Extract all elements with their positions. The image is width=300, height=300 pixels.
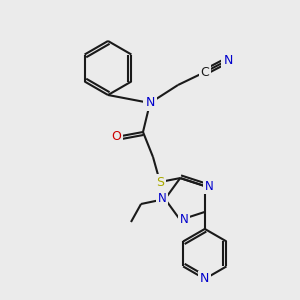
Text: N: N (180, 213, 189, 226)
Text: O: O (111, 130, 121, 143)
Text: C: C (201, 65, 209, 79)
Text: S: S (156, 176, 164, 188)
Text: N: N (204, 180, 213, 193)
Text: N: N (158, 193, 166, 206)
Text: N: N (200, 272, 209, 285)
Text: N: N (223, 53, 233, 67)
Text: N: N (145, 97, 155, 110)
